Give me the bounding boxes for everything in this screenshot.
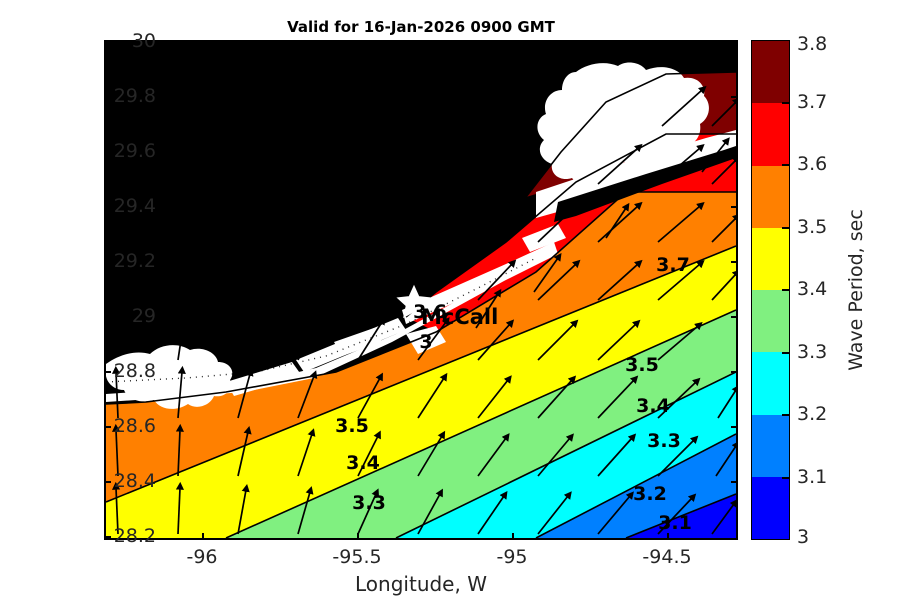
ytick-label: 29.2 <box>113 250 156 272</box>
ytick-mark <box>104 206 111 208</box>
colorbar-band-3.3-3.4 <box>752 290 789 353</box>
xtick-mark <box>512 40 514 47</box>
colorbar-tick-label: 3 <box>797 526 810 548</box>
xtick-mark <box>667 40 669 47</box>
station-label: McCall <box>421 305 499 329</box>
ytick-label: 29.8 <box>113 85 156 107</box>
ytick-label: 28.8 <box>113 360 156 382</box>
station-marker[interactable] <box>396 284 432 319</box>
ytick-label: 29.6 <box>113 140 156 162</box>
ytick-label: 28.4 <box>113 470 156 492</box>
ytick-mark <box>104 41 111 43</box>
xtick-label: -94.5 <box>642 546 692 568</box>
colorbar[interactable] <box>751 40 790 540</box>
ytick-mark <box>731 316 738 318</box>
colorbar-tick-mark <box>782 352 789 354</box>
colorbar-tick-mark <box>782 477 789 479</box>
colorbar-tick-mark <box>782 102 789 104</box>
xtick-label: -96 <box>186 546 218 568</box>
wave-direction-vectors <box>111 85 736 535</box>
coastline-and-bays <box>106 62 736 409</box>
ytick-mark <box>104 481 111 483</box>
ytick-label: 29.4 <box>113 195 156 217</box>
colorbar-band-3.5-3.6 <box>752 165 789 228</box>
colorbar-tick-label: 3.6 <box>797 153 828 175</box>
xtick-mark <box>357 40 359 47</box>
colorbar-band-3.0-3.1 <box>752 476 789 539</box>
ytick-label: 28.6 <box>113 415 156 437</box>
xtick-mark <box>512 533 514 540</box>
x-axis-label: Longitude, W <box>355 572 487 596</box>
ytick-mark <box>731 206 738 208</box>
colorbar-band-3.4-3.5 <box>752 227 789 290</box>
band-3.4-3.5 <box>106 246 736 538</box>
ytick-mark <box>104 316 111 318</box>
colorbar-tick-label: 3.1 <box>797 466 828 488</box>
colorbar-label: Wave Period, sec <box>845 209 867 371</box>
colorbar-tick-mark <box>782 227 789 229</box>
xtick-mark <box>202 40 204 47</box>
colorbar-tick-label: 3.2 <box>797 403 828 425</box>
colorbar-tick-label: 3.8 <box>797 33 828 55</box>
xtick-mark <box>357 533 359 540</box>
ytick-label: 28.2 <box>113 525 156 547</box>
ytick-mark <box>731 371 738 373</box>
contour-lines <box>106 71 736 538</box>
page-title: Valid for 16-Jan-2026 0900 GMT <box>287 18 555 36</box>
contour-map <box>106 42 736 538</box>
colorbar-band-3.2-3.3 <box>752 352 789 415</box>
ytick-label: 30 <box>131 30 156 52</box>
colorbar-band-3.6-3.7 <box>752 103 789 166</box>
ytick-mark <box>104 151 111 153</box>
xtick-label: -95.5 <box>332 546 382 568</box>
ytick-mark <box>731 41 738 43</box>
ytick-mark <box>104 426 111 428</box>
xtick-label: -95 <box>496 546 528 568</box>
ytick-mark <box>104 261 111 263</box>
colorbar-tick-label: 3.7 <box>797 91 828 113</box>
ytick-mark <box>731 481 738 483</box>
ytick-label: 29 <box>131 305 156 327</box>
xtick-mark <box>202 533 204 540</box>
map-plot-area[interactable]: 3.7 3.6 3 3.5 3.4 3.3 3.5 3.4 3.3 3.2 3.… <box>104 40 738 540</box>
colorbar-tick-label: 3.3 <box>797 341 828 363</box>
ytick-mark <box>104 96 111 98</box>
ytick-mark <box>104 536 111 538</box>
colorbar-tick-label: 3.4 <box>797 278 828 300</box>
colorbar-tick-mark <box>782 414 789 416</box>
ytick-mark <box>731 261 738 263</box>
colorbar-band-3.1-3.2 <box>752 414 789 477</box>
ytick-mark <box>104 371 111 373</box>
colorbar-band-3.7-3.8 <box>752 41 789 104</box>
ytick-mark <box>731 96 738 98</box>
ytick-mark <box>731 151 738 153</box>
colorbar-tick-label: 3.5 <box>797 216 828 238</box>
xtick-mark <box>667 533 669 540</box>
ytick-mark <box>731 426 738 428</box>
colorbar-tick-mark <box>782 164 789 166</box>
colorbar-tick-mark <box>782 289 789 291</box>
